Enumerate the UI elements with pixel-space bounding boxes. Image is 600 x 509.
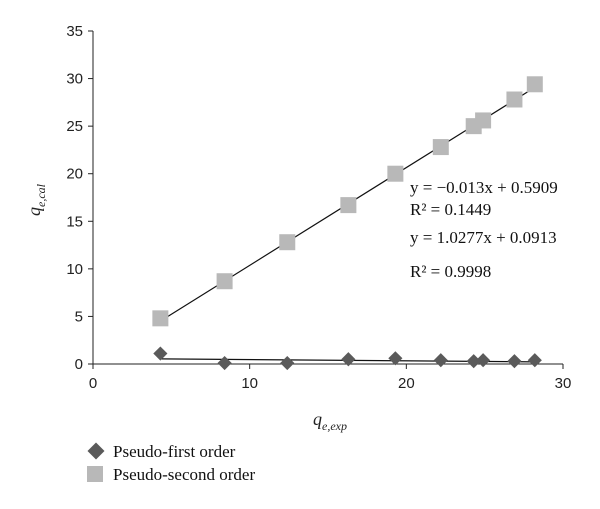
r2-second-order: R² = 0.9998: [410, 262, 491, 281]
y-tick-label: 25: [66, 118, 83, 135]
marker-series-1: [526, 76, 543, 93]
legend: Pseudo-first order Pseudo-second order: [87, 442, 255, 484]
marker-series-0: [388, 351, 403, 366]
plot-area: 0 10 20 30 0 5 10 15 20 25 30 35: [66, 23, 571, 392]
legend-label-first-order: Pseudo-first order: [113, 442, 236, 461]
marker-series-1: [387, 165, 404, 182]
marker-series-0: [507, 354, 522, 369]
marker-series-0: [280, 355, 295, 371]
x-axis-label: qe,exp: [313, 409, 347, 433]
marker-series-1: [475, 112, 492, 129]
marker-series-1: [216, 273, 233, 290]
legend-diamond-marker: [87, 442, 105, 460]
legend-item-second-order: Pseudo-second order: [87, 465, 255, 484]
x-tick-label: 30: [555, 375, 572, 392]
r2-first-order: R² = 0.1449: [410, 200, 491, 219]
x-tick-label: 0: [89, 375, 97, 392]
y-tick-label: 15: [66, 213, 83, 230]
marker-series-0: [476, 353, 491, 368]
equation-first-order: y = −0.013x + 0.5909: [410, 178, 558, 197]
legend-square-marker: [87, 466, 103, 482]
y-tick-label: 10: [66, 261, 83, 278]
data-markers: [152, 76, 543, 371]
marker-series-0: [466, 354, 481, 369]
y-axis-ticks: 0 5 10 15 20 25 30 35: [66, 23, 93, 373]
legend-label-second-order: Pseudo-second order: [113, 465, 255, 484]
equation-second-order: y = 1.0277x + 0.0913: [410, 228, 557, 247]
x-tick-label: 20: [398, 375, 415, 392]
marker-series-1: [432, 139, 449, 156]
y-tick-label: 35: [66, 23, 83, 40]
marker-series-1: [506, 91, 523, 108]
x-axis-ticks: 0 10 20 30: [89, 364, 572, 392]
legend-item-first-order: Pseudo-first order: [87, 442, 236, 461]
marker-series-1: [340, 197, 357, 214]
y-tick-label: 0: [75, 356, 83, 373]
y-axis-label: qe,cal: [24, 183, 48, 216]
marker-series-1: [279, 234, 296, 251]
y-tick-label: 30: [66, 71, 83, 88]
x-tick-label: 10: [241, 375, 258, 392]
marker-series-0: [153, 346, 168, 361]
marker-series-1: [152, 310, 169, 327]
y-tick-label: 5: [75, 308, 83, 325]
y-tick-label: 20: [66, 166, 83, 183]
marker-series-0: [217, 355, 232, 371]
marker-series-0: [341, 352, 356, 367]
marker-series-0: [433, 353, 448, 368]
marker-series-0: [527, 353, 542, 368]
